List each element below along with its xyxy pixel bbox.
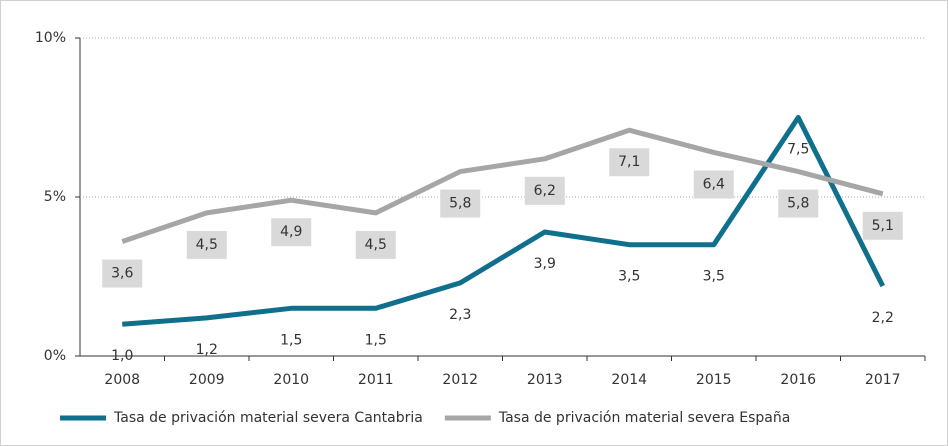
value-label-box [524,176,565,205]
value-label: 3,5 [618,269,640,285]
x-tick-label: 2017 [865,372,901,388]
value-label: 1,5 [365,332,387,348]
value-label: 4,5 [365,237,387,253]
value-label-box [186,230,227,259]
value-label: 3,5 [703,269,725,285]
legend-label: Tasa de privación material severa España [498,410,791,426]
x-tick-label: 2015 [696,372,732,388]
y-tick-label: 0% [44,348,66,364]
value-label: 3,9 [534,256,556,272]
value-label: 3,6 [111,266,133,282]
x-tick-label: 2008 [104,372,140,388]
x-tick-label: 2012 [442,372,478,388]
value-label-box [693,170,734,199]
value-label-box [440,189,481,218]
value-label-box [271,218,312,247]
value-label: 4,5 [196,237,218,253]
value-label-box [778,189,819,218]
value-label: 4,9 [280,224,302,240]
value-label: 2,3 [449,307,471,323]
value-label: 1,5 [280,332,302,348]
value-label: 5,1 [872,218,894,234]
value-label-box [355,230,396,259]
value-label: 1,0 [111,348,133,364]
value-label: 5,8 [787,196,809,212]
y-tick-label: 10% [35,30,66,46]
value-label: 7,5 [787,142,809,158]
value-label-box [102,259,143,288]
x-tick-label: 2011 [358,372,394,388]
x-tick-label: 2010 [273,372,309,388]
value-label: 2,2 [872,310,894,326]
series-line [121,127,884,244]
y-tick-label: 5% [44,189,66,205]
x-tick-label: 2014 [611,372,647,388]
series-line [122,115,885,327]
value-label: 5,8 [449,196,471,212]
value-label: 6,2 [534,183,556,199]
x-tick-label: 2013 [527,372,563,388]
value-label: 1,2 [196,342,218,358]
value-label: 7,1 [618,154,640,170]
x-tick-label: 2009 [189,372,225,388]
legend-label: Tasa de privación material severa Cantab… [113,410,423,426]
x-tick-label: 2016 [780,372,816,388]
value-label-box [862,211,903,240]
value-label: 6,4 [703,176,725,192]
value-label-box [609,148,650,177]
